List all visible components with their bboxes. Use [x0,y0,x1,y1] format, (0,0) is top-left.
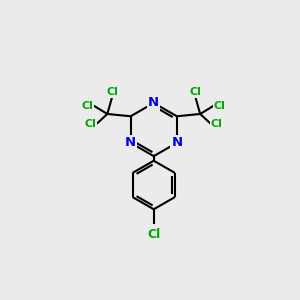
Text: N: N [125,136,136,149]
Text: Cl: Cl [190,87,201,98]
Text: N: N [171,136,182,149]
Text: Cl: Cl [85,119,97,129]
Text: N: N [148,97,159,110]
Text: Cl: Cl [214,101,226,111]
Text: Cl: Cl [211,119,223,129]
Text: Cl: Cl [147,228,160,241]
Text: Cl: Cl [82,101,94,111]
Text: Cl: Cl [106,87,118,98]
